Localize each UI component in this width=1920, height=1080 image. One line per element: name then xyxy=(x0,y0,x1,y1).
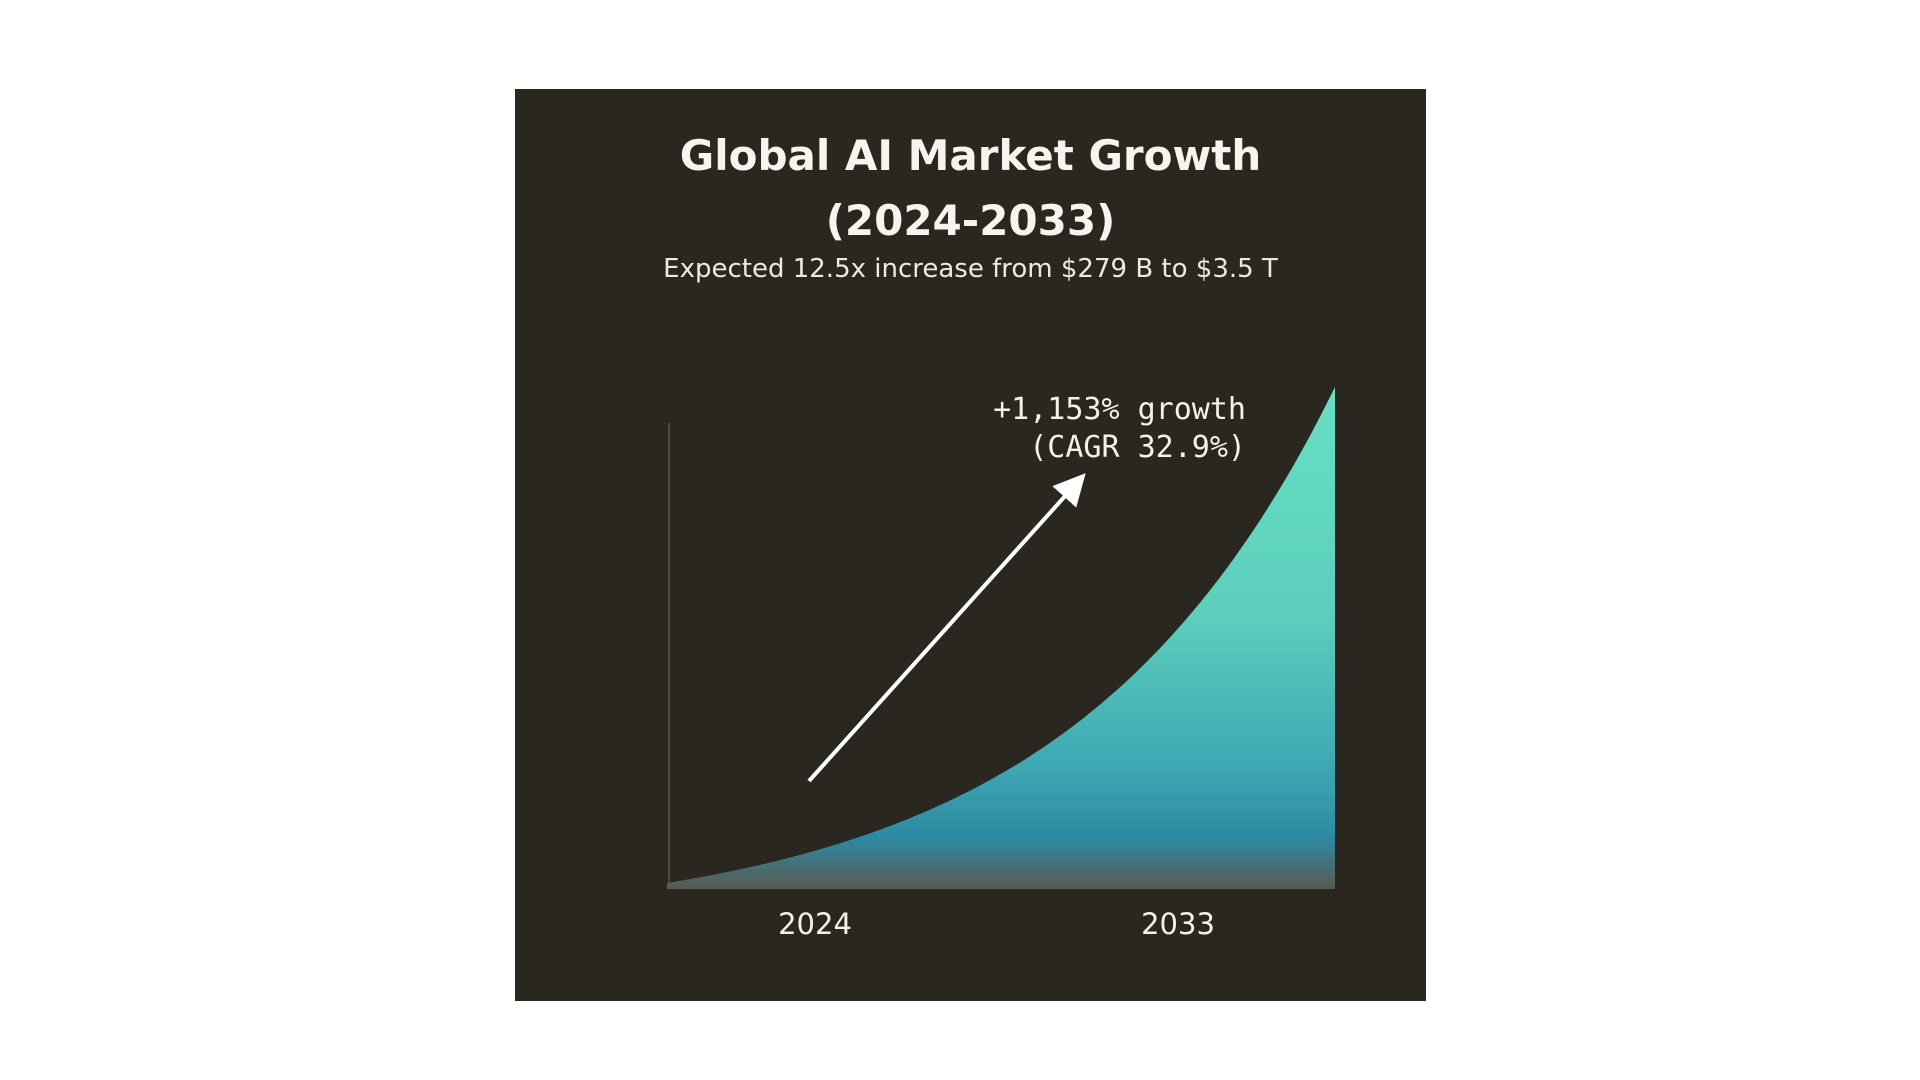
chart-title-line-2: (2024-2033) xyxy=(825,196,1116,245)
growth-arrow xyxy=(807,473,1086,783)
area-chart: +1,153% growth (CAGR 32.9%) 2024 2033 xyxy=(667,387,1335,941)
x-tick-2033: 2033 xyxy=(1141,907,1215,941)
chart-title-line-1: Global AI Market Growth xyxy=(679,131,1262,180)
chart-subtitle: Expected 12.5x increase from $279 B to $… xyxy=(663,254,1278,284)
annotation-growth: +1,153% growth xyxy=(993,392,1246,427)
area-series xyxy=(667,387,1335,889)
chart-title: Global AI Market Growth (2024-2033) xyxy=(515,123,1426,253)
annotation-cagr: (CAGR 32.9%) xyxy=(1029,430,1246,465)
x-tick-2024: 2024 xyxy=(778,907,852,941)
chart-card: Global AI Market Growth (2024-2033) Expe… xyxy=(515,89,1426,1001)
